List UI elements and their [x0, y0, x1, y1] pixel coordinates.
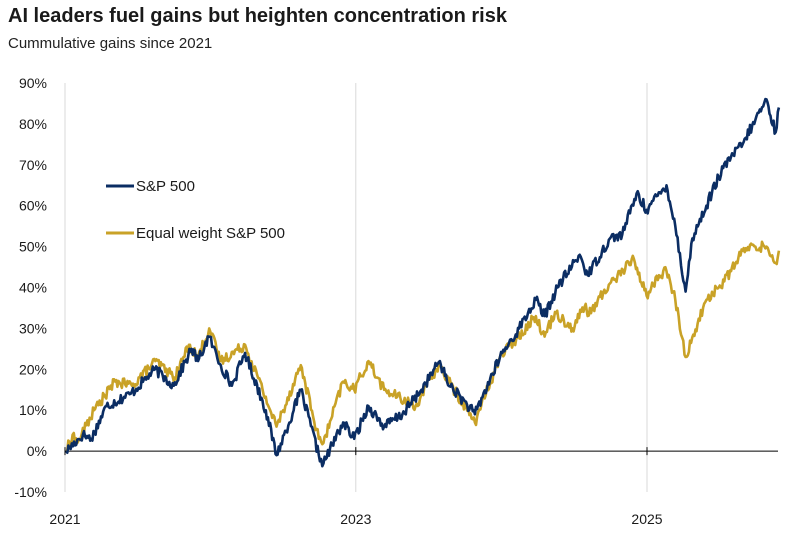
legend-label: Equal weight S&P 500	[136, 225, 285, 242]
series-line-sp500	[65, 97, 781, 468]
y-tick-label: 40%	[19, 280, 47, 296]
axes: 2021 2023 2025 -10% 0% 10% 20% 30% 40% 50% 60% 70% 8…	[14, 75, 778, 527]
y-tick-label: -10%	[14, 484, 47, 500]
x-tick-label: 2021	[49, 511, 80, 527]
x-tick-label: 2025	[631, 511, 662, 527]
y-tick-label: 80%	[19, 116, 47, 132]
y-tick-label: 30%	[19, 320, 47, 336]
y-tick-label: 50%	[19, 239, 47, 255]
gridlines	[64, 83, 648, 492]
y-tick-label: 10%	[19, 402, 47, 418]
y-tick-label: 20%	[19, 361, 47, 377]
x-tick-label: 2023	[340, 511, 371, 527]
chart-title: AI leaders fuel gains but heighten conce…	[8, 5, 507, 27]
series-lines	[65, 97, 781, 468]
y-tick-label: 70%	[19, 157, 47, 173]
y-tick-label: 0%	[27, 443, 47, 459]
y-tick-label: 90%	[19, 75, 47, 91]
y-tick-label: 60%	[19, 198, 47, 214]
legend-label: S&P 500	[136, 178, 195, 195]
legend: S&P 500 Equal weight S&P 500	[106, 178, 285, 242]
series-line-equal-weight-sp500	[65, 240, 781, 453]
chart-subtitle: Cummulative gains since 2021	[8, 35, 213, 52]
